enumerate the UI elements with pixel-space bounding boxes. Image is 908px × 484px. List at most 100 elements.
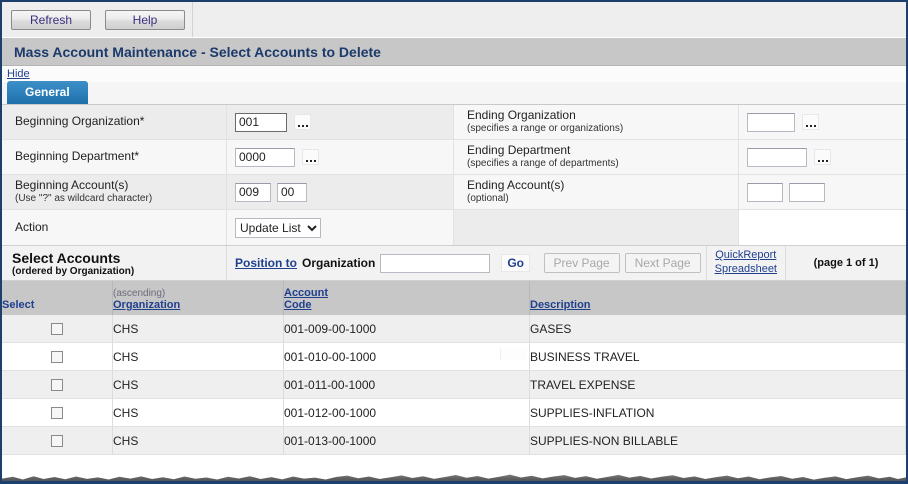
- row-checkbox[interactable]: [51, 407, 63, 420]
- row-account-code: 001-013-00-1000: [283, 426, 530, 455]
- row-description: SUPPLIES-INFLATION: [529, 398, 906, 427]
- column-header-organization: (ascending) Organization: [112, 281, 284, 315]
- position-to-link[interactable]: Position to: [235, 256, 297, 270]
- refresh-button[interactable]: Refresh: [11, 9, 91, 30]
- row-select-cell: [2, 370, 113, 399]
- row-beginning-account: Beginning Account(s) (Use "?" as wildcar…: [2, 175, 454, 210]
- label-beginning-account: Beginning Account(s) (Use "?" as wildcar…: [2, 175, 227, 209]
- torn-edge-graphic: [2, 474, 906, 484]
- row-organization: CHS: [112, 426, 284, 455]
- control-beginning-department: [227, 147, 453, 167]
- criteria-form: Beginning Organization* Beginning Depart…: [2, 105, 906, 245]
- tab-general[interactable]: General: [7, 81, 88, 104]
- ending-account-input-1[interactable]: [747, 182, 783, 202]
- go-button[interactable]: Go: [501, 254, 531, 272]
- label-text: Action: [15, 219, 49, 234]
- table-row[interactable]: CHS 001-012-00-1000 SUPPLIES-INFLATION: [2, 398, 906, 427]
- next-page-button[interactable]: Next Page: [624, 253, 701, 273]
- beginning-account-input-1[interactable]: [235, 182, 271, 202]
- action-select[interactable]: Update List: [235, 217, 321, 238]
- row-select-cell: [2, 398, 113, 427]
- ending-organization-input[interactable]: [747, 112, 795, 132]
- row-ending-department: Ending Department (specifies a range of …: [454, 140, 906, 175]
- row-select-cell: [2, 426, 113, 455]
- criteria-right-column: Ending Organization (specifies a range o…: [454, 105, 906, 245]
- column-header-organization-link[interactable]: Organization: [113, 299, 181, 311]
- ending-account-input-2[interactable]: [789, 182, 825, 202]
- window-bottom-border: [2, 481, 906, 484]
- ending-department-lookup-icon[interactable]: [814, 149, 831, 165]
- row-description: GASES: [529, 315, 906, 343]
- row-description: TRAVEL EXPENSE: [529, 370, 906, 399]
- beginning-department-lookup-icon[interactable]: [302, 149, 319, 165]
- render-artifact: [500, 348, 527, 360]
- control-ending-organization: [739, 112, 906, 132]
- label-ending-organization: Ending Organization (specifies a range o…: [454, 105, 739, 139]
- column-header-account-code: Account Code: [283, 281, 530, 315]
- label-text: Beginning Account(s): [15, 178, 129, 193]
- table-row[interactable]: CHS 001-011-00-1000 TRAVEL EXPENSE: [2, 370, 906, 399]
- label-action: Action: [2, 210, 227, 245]
- beginning-department-input[interactable]: [235, 147, 295, 167]
- ending-department-input[interactable]: [747, 147, 807, 167]
- torn-edge: [2, 462, 906, 484]
- table-header-row: Select (ascending) Organization Account …: [2, 281, 906, 315]
- hide-bar: Hide: [2, 66, 906, 82]
- row-ending-organization: Ending Organization (specifies a range o…: [454, 105, 906, 140]
- top-toolbar: Refresh Help: [2, 2, 906, 38]
- row-checkbox[interactable]: [51, 351, 63, 364]
- row-description: SUPPLIES-NON BILLABLE: [529, 426, 906, 455]
- right-filler-control: [739, 210, 906, 245]
- row-select-cell: [2, 342, 113, 371]
- control-ending-department: [739, 147, 906, 167]
- ellipsis-icon: [305, 160, 317, 162]
- beginning-organization-input[interactable]: [235, 112, 287, 132]
- page-info: (page 1 of 1): [813, 257, 879, 269]
- row-organization: CHS: [112, 370, 284, 399]
- ellipsis-icon: [805, 125, 817, 127]
- row-select-cell: [2, 315, 113, 343]
- table-body: CHS 001-009-00-1000 GASES CHS 001-010-00…: [2, 315, 906, 455]
- prev-page-button[interactable]: Prev Page: [543, 253, 620, 273]
- label-beginning-organization: Beginning Organization*: [2, 105, 227, 139]
- row-account-code: 001-010-00-1000: [283, 342, 530, 371]
- label-subtext: (Use "?" as wildcard character): [15, 193, 153, 205]
- table-row[interactable]: CHS 001-013-00-1000 SUPPLIES-NON BILLABL…: [2, 426, 906, 455]
- column-header-account-code-link-2[interactable]: Code: [284, 299, 312, 311]
- row-checkbox[interactable]: [51, 379, 63, 392]
- spreadsheet-link[interactable]: Spreadsheet: [714, 263, 777, 275]
- ellipsis-icon: [817, 160, 829, 162]
- table-header: Select (ascending) Organization Account …: [2, 281, 906, 315]
- column-header-description: Description: [529, 281, 906, 315]
- row-account-code-text: 001-010-00-1000: [284, 349, 377, 364]
- quickreport-link[interactable]: QuickReport: [715, 249, 777, 262]
- row-checkbox[interactable]: [51, 435, 63, 448]
- label-text: Ending Department: [467, 143, 571, 158]
- hide-link[interactable]: Hide: [7, 68, 30, 80]
- accounts-table: Select (ascending) Organization Account …: [2, 281, 906, 455]
- position-to-input[interactable]: [380, 253, 491, 273]
- ending-organization-lookup-icon[interactable]: [802, 114, 819, 130]
- beginning-account-input-2[interactable]: [277, 182, 307, 202]
- help-button[interactable]: Help: [105, 9, 185, 30]
- label-ending-department: Ending Department (specifies a range of …: [454, 140, 739, 174]
- column-header-account-code-link-1[interactable]: Account: [284, 287, 328, 299]
- label-text: Ending Organization: [467, 108, 576, 123]
- position-to-group: Position to Organization Go: [227, 253, 531, 273]
- row-description: BUSINESS TRAVEL: [529, 342, 906, 371]
- label-text: Beginning Organization*: [15, 114, 145, 129]
- list-subtitle: (ordered by Organization): [12, 265, 135, 277]
- row-action: Action Update List: [2, 210, 454, 245]
- row-checkbox[interactable]: [51, 323, 63, 336]
- list-heading: Select Accounts (ordered by Organization…: [2, 246, 227, 280]
- table-row[interactable]: CHS 001-010-00-1000 BUSINESS TRAVEL: [2, 342, 906, 371]
- table-row[interactable]: CHS 001-009-00-1000 GASES: [2, 315, 906, 343]
- beginning-organization-lookup-icon[interactable]: [294, 114, 311, 130]
- label-text: Ending Account(s): [467, 178, 565, 193]
- column-header-select-label: Select: [2, 299, 35, 311]
- column-header-select: Select: [2, 281, 113, 315]
- column-header-description-link[interactable]: Description: [530, 299, 591, 311]
- list-toolbar: Select Accounts (ordered by Organization…: [2, 245, 906, 281]
- control-action: Update List: [227, 217, 453, 238]
